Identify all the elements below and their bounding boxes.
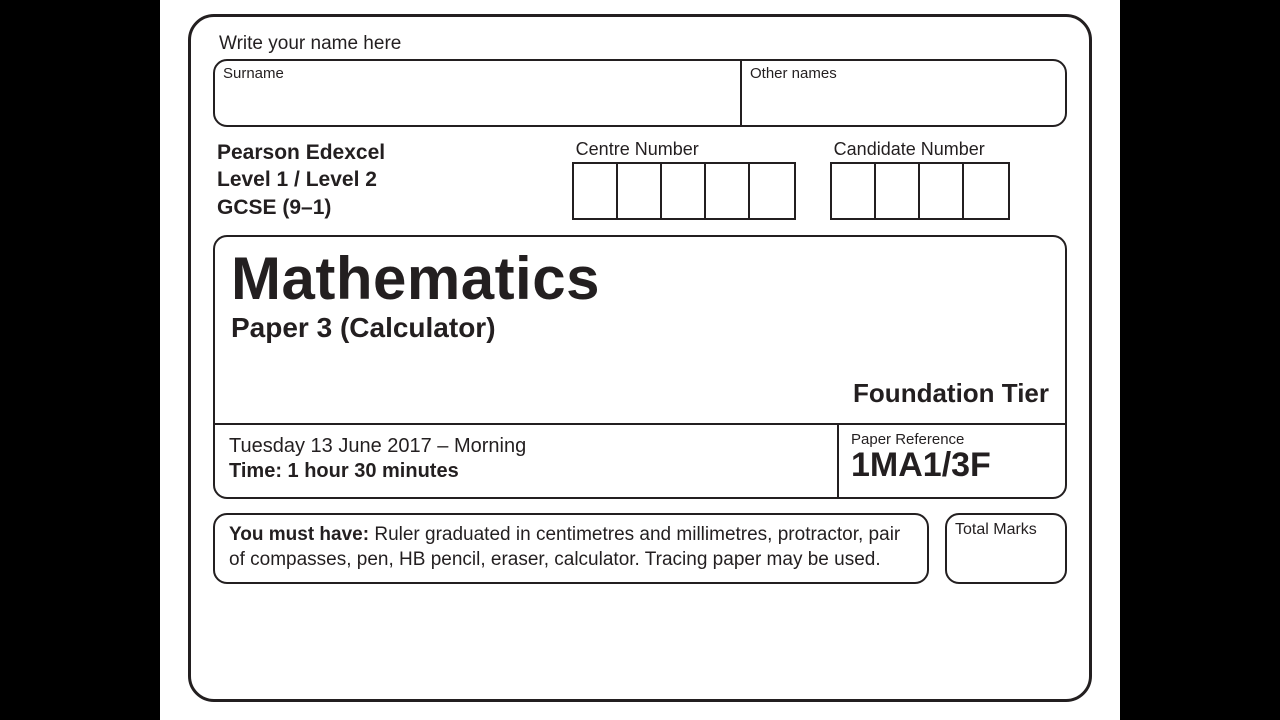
write-name-label: Write your name here bbox=[219, 33, 1067, 55]
digit-box[interactable] bbox=[662, 164, 706, 218]
subject-title: Mathematics bbox=[231, 247, 1049, 310]
exam-date: Tuesday 13 June 2017 – Morning bbox=[229, 435, 823, 458]
exam-board-info: Pearson Edexcel Level 1 / Level 2 GCSE (… bbox=[213, 139, 572, 221]
board-line-2: Level 1 / Level 2 bbox=[217, 166, 572, 193]
digit-box[interactable] bbox=[876, 164, 920, 218]
total-marks-box[interactable]: Total Marks bbox=[945, 513, 1067, 584]
equipment-box: You must have: Ruler graduated in centim… bbox=[213, 513, 929, 584]
subject-header: Mathematics Paper 3 (Calculator) Foundat… bbox=[215, 237, 1065, 423]
digit-box[interactable] bbox=[920, 164, 964, 218]
board-line-3: GCSE (9–1) bbox=[217, 194, 572, 221]
centre-number-group: Centre Number bbox=[572, 139, 796, 221]
centre-number-label: Centre Number bbox=[576, 139, 796, 160]
number-entry-area: Centre Number Candidate Number bbox=[572, 139, 1067, 221]
outer-frame: Write your name here Surname Other names… bbox=[188, 14, 1092, 702]
tier-label: Foundation Tier bbox=[231, 378, 1049, 409]
candidate-number-label: Candidate Number bbox=[834, 139, 1010, 160]
other-names-field[interactable]: Other names bbox=[742, 61, 1065, 125]
digit-box[interactable] bbox=[574, 164, 618, 218]
paper-subtitle: Paper 3 (Calculator) bbox=[231, 312, 1049, 344]
subject-footer: Tuesday 13 June 2017 – Morning Time: 1 h… bbox=[215, 423, 1065, 497]
equipment-row: You must have: Ruler graduated in centim… bbox=[213, 513, 1067, 584]
board-and-numbers-row: Pearson Edexcel Level 1 / Level 2 GCSE (… bbox=[213, 139, 1067, 221]
paper-reference-code: 1MA1/3F bbox=[851, 448, 1053, 484]
exam-duration: Time: 1 hour 30 minutes bbox=[229, 460, 823, 483]
candidate-number-boxes[interactable] bbox=[830, 162, 1010, 220]
name-box: Surname Other names bbox=[213, 59, 1067, 127]
surname-field[interactable]: Surname bbox=[215, 61, 742, 125]
subject-block: Mathematics Paper 3 (Calculator) Foundat… bbox=[213, 235, 1067, 499]
paper-reference-cell: Paper Reference 1MA1/3F bbox=[837, 425, 1065, 497]
board-line-1: Pearson Edexcel bbox=[217, 139, 572, 166]
digit-box[interactable] bbox=[706, 164, 750, 218]
digit-box[interactable] bbox=[618, 164, 662, 218]
centre-number-boxes[interactable] bbox=[572, 162, 796, 220]
exam-cover-sheet: Write your name here Surname Other names… bbox=[160, 0, 1120, 720]
candidate-number-group: Candidate Number bbox=[830, 139, 1010, 221]
date-time-cell: Tuesday 13 June 2017 – Morning Time: 1 h… bbox=[215, 425, 837, 497]
digit-box[interactable] bbox=[750, 164, 794, 218]
digit-box[interactable] bbox=[832, 164, 876, 218]
equipment-prefix: You must have: bbox=[229, 524, 369, 545]
digit-box[interactable] bbox=[964, 164, 1008, 218]
